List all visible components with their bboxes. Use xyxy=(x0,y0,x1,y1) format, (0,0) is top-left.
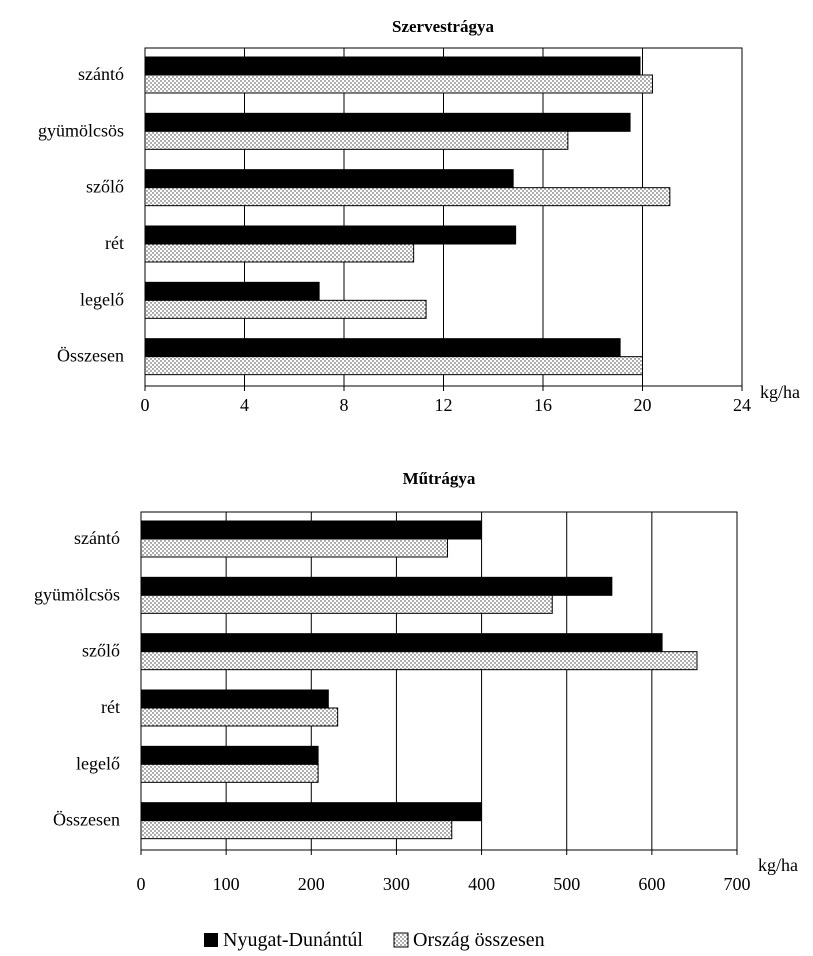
category-label-gyumolcsos: gyümölcsös xyxy=(34,584,120,604)
bar-orszag-osszesen-osszesen xyxy=(140,820,453,840)
bar-nyugat-dunantul-osszesen xyxy=(144,338,621,358)
bar-orszag-osszesen-gyumolcsos xyxy=(144,130,569,150)
legend-swatch-orszag-osszesen xyxy=(393,932,409,948)
bar-nyugat-dunantul-szolo xyxy=(144,169,514,189)
category-label-ret: rét xyxy=(105,233,124,253)
legend-label-orszag-osszesen: Ország összesen xyxy=(413,929,545,951)
x-unit-label: kg/ha xyxy=(760,382,800,402)
bar-nyugat-dunantul-legelo xyxy=(144,281,320,301)
x-tick-label: 8 xyxy=(340,395,349,415)
x-tick-label: 400 xyxy=(468,874,495,894)
bar-nyugat-dunantul-szanto xyxy=(144,56,641,76)
category-label-szanto: szántó xyxy=(78,64,124,84)
plot-frame xyxy=(140,511,738,851)
bar-orszag-osszesen-szolo xyxy=(140,651,698,671)
bar-orszag-osszesen-legelo xyxy=(140,763,319,783)
legend: Nyugat-Dunántúl Ország összesen xyxy=(204,929,545,951)
bar-nyugat-dunantul-szolo xyxy=(140,633,663,653)
chart-mutragya: Műtrágya 0 100 200 300 400 500 600 700 szántó gyüm… xyxy=(34,469,798,894)
category-label-legelo: legelő xyxy=(80,289,124,309)
chart-szervestragya: Szervestrágya 0 4 8 12 16 20 24 szántó gyümölcsös… xyxy=(38,17,800,415)
x-unit-label: kg/ha xyxy=(758,855,798,875)
category-label-szolo: szőlő xyxy=(82,641,120,661)
x-tick-label: 600 xyxy=(638,874,665,894)
bar-orszag-osszesen-szolo xyxy=(144,187,671,207)
category-label-gyumolcsos: gyümölcsös xyxy=(38,120,124,140)
x-tick-label: 300 xyxy=(383,874,410,894)
x-tick-label: 16 xyxy=(534,395,552,415)
bar-nyugat-dunantul-szanto xyxy=(140,520,483,540)
bar-nyugat-dunantul-osszesen xyxy=(140,802,483,822)
chart-title: Szervestrágya xyxy=(392,17,494,36)
bar-nyugat-dunantul-ret xyxy=(140,689,329,709)
x-tick-label: 500 xyxy=(553,874,580,894)
bar-nyugat-dunantul-legelo xyxy=(140,745,319,765)
bar-nyugat-dunantul-gyumolcsos xyxy=(144,112,631,132)
x-tick-label: 24 xyxy=(733,395,751,415)
legend-label-nyugat-dunantul: Nyugat-Dunántúl xyxy=(223,929,363,951)
category-label-szanto: szántó xyxy=(74,528,120,548)
bar-orszag-osszesen-gyumolcsos xyxy=(140,594,553,614)
bar-orszag-osszesen-ret xyxy=(140,707,339,727)
x-tick-label: 12 xyxy=(435,395,453,415)
category-label-osszesen: Összesen xyxy=(57,346,124,366)
x-tick-label: 700 xyxy=(724,874,751,894)
category-label-szolo: szőlő xyxy=(86,177,124,197)
x-tick-label: 20 xyxy=(634,395,652,415)
bar-nyugat-dunantul-gyumolcsos xyxy=(140,576,613,596)
x-tick-label: 200 xyxy=(298,874,325,894)
x-tick-label: 4 xyxy=(240,395,249,415)
legend-swatch-nyugat-dunantul xyxy=(204,933,218,947)
x-tick-label: 100 xyxy=(213,874,240,894)
category-label-ret: rét xyxy=(101,697,120,717)
category-label-osszesen: Összesen xyxy=(53,810,120,830)
bar-orszag-osszesen-szanto xyxy=(144,74,653,94)
category-label-legelo: legelő xyxy=(76,753,120,773)
bar-nyugat-dunantul-ret xyxy=(144,225,517,245)
x-tick-label: 0 xyxy=(137,874,146,894)
x-tick-label: 0 xyxy=(141,395,150,415)
bar-orszag-osszesen-ret xyxy=(144,243,415,263)
chart-title: Műtrágya xyxy=(403,469,476,488)
bar-orszag-osszesen-osszesen xyxy=(144,356,643,376)
bar-orszag-osszesen-legelo xyxy=(144,299,427,319)
bar-orszag-osszesen-szanto xyxy=(140,538,449,558)
